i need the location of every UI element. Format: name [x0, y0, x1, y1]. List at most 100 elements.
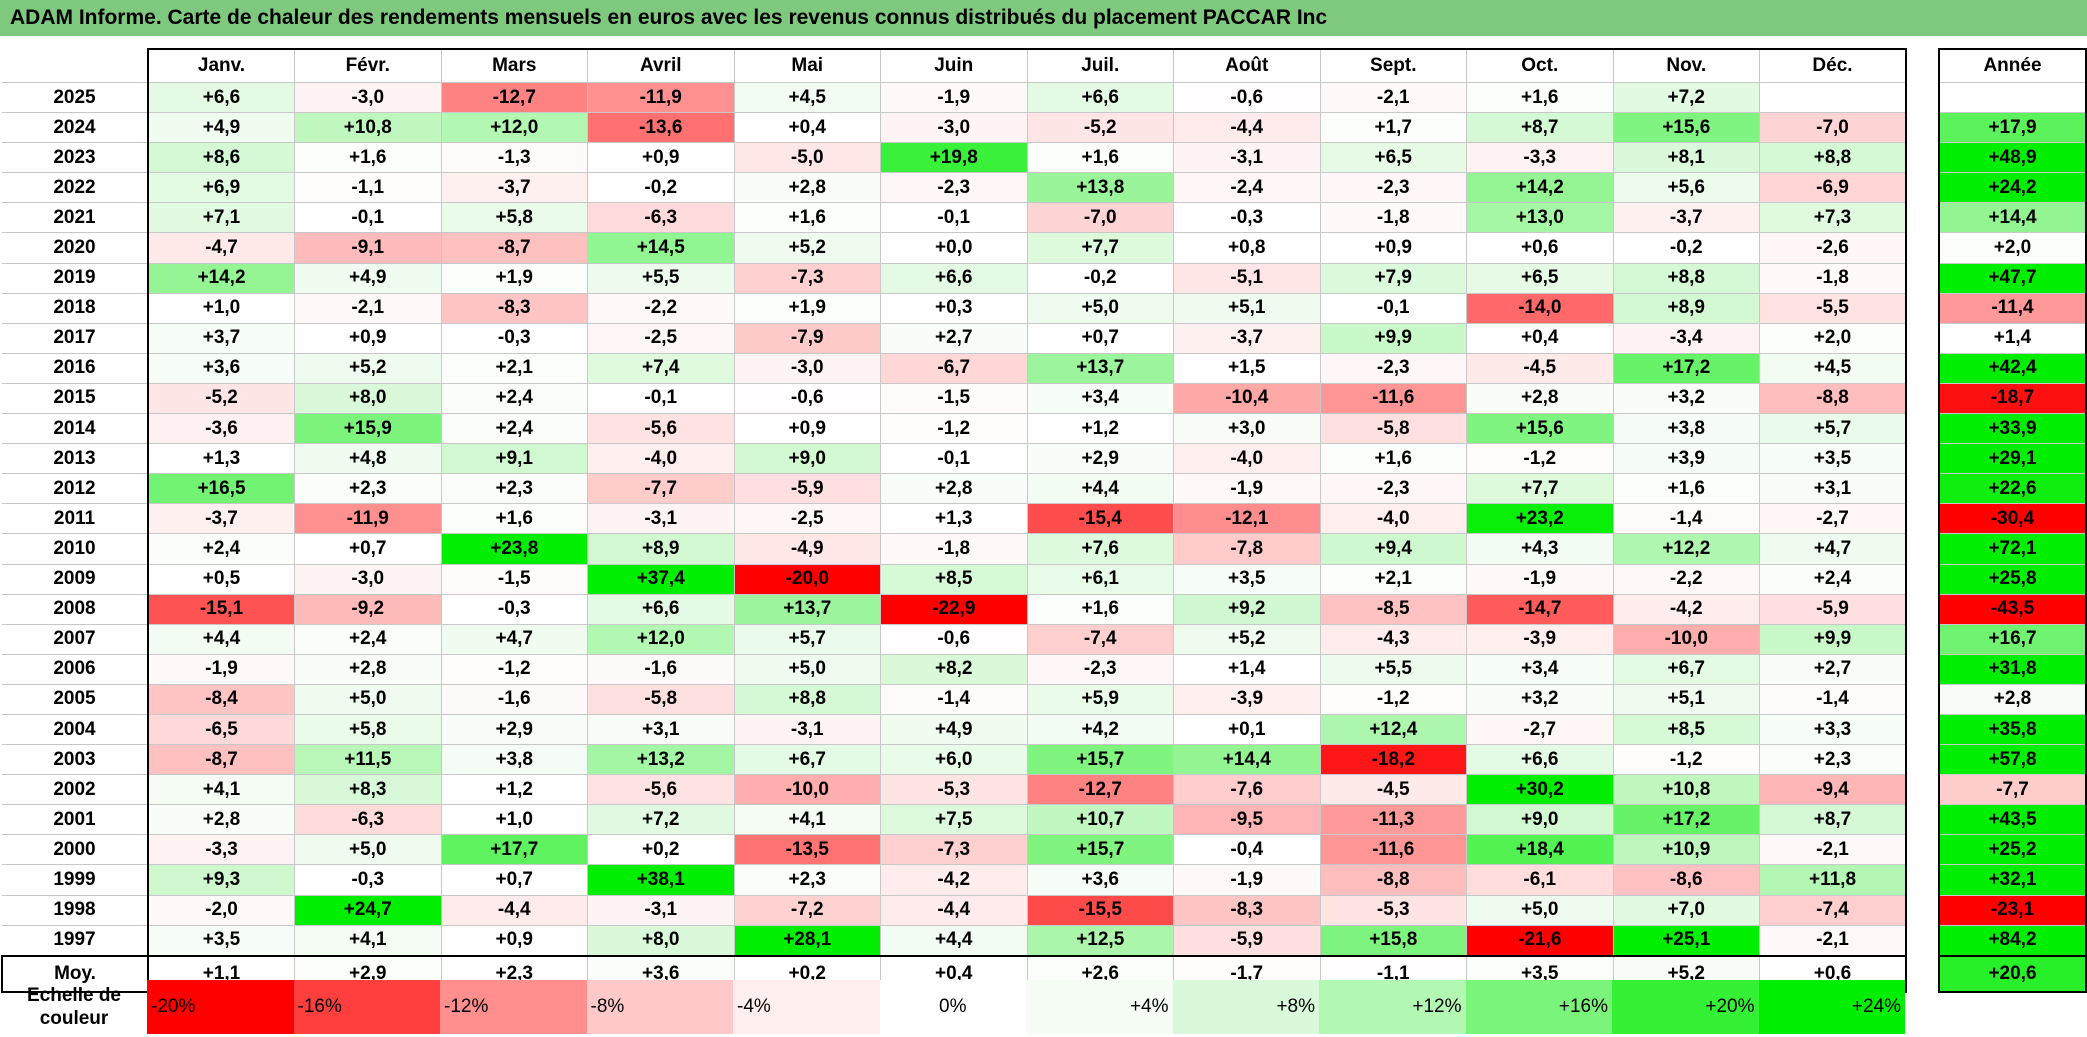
- annual-return-cell: +32,1: [1938, 864, 2087, 896]
- monthly-return-cell: +15,7: [1026, 834, 1174, 866]
- monthly-return-cell: +28,1: [733, 924, 881, 957]
- monthly-return-cell: +4,7: [440, 623, 588, 655]
- monthly-return-cell: +4,1: [147, 774, 295, 806]
- monthly-return-cell: +15,7: [1026, 744, 1174, 776]
- monthly-return-cell: +0,6: [1466, 232, 1614, 264]
- year-label: 1998: [2, 894, 149, 926]
- monthly-return-cell: -1,2: [1612, 744, 1760, 776]
- monthly-return-cell: -1,2: [1466, 443, 1614, 475]
- month-header: Janv.: [147, 48, 295, 83]
- annual-return-cell: +22,6: [1938, 473, 2087, 505]
- monthly-return-cell: +1,6: [1026, 142, 1174, 174]
- monthly-return-cell: +8,9: [587, 533, 735, 565]
- monthly-return-cell: -4,4: [1173, 112, 1321, 144]
- monthly-return-cell: +3,0: [1173, 413, 1321, 445]
- monthly-return-cell: +12,0: [440, 112, 588, 144]
- year-row: 1998 -2,0 +24,7 -4,4 -3,1 -7,2 -4,4 -15,5 -8,3 -5…: [2, 894, 1907, 926]
- monthly-return-cell: +12,4: [1319, 713, 1467, 746]
- monthly-return-cell: -3,1: [733, 713, 881, 746]
- monthly-return-cell: +4,5: [733, 81, 881, 114]
- monthly-return-cell: -7,3: [880, 834, 1028, 866]
- monthly-return-cell: +4,1: [294, 924, 442, 957]
- monthly-return-cell: +37,4: [587, 563, 735, 595]
- year-row: 2010 +2,4 +0,7 +23,8 +8,9 -4,9 -1,8 +7,6 -7,8 +9,…: [2, 533, 1907, 565]
- year-row: 2020 -4,7 -9,1 -8,7 +14,5 +5,2 +0,0 +7,7 +0,8 +0,…: [2, 232, 1907, 264]
- monthly-return-cell: +5,2: [294, 352, 442, 384]
- monthly-return-cell: +7,0: [1612, 894, 1760, 926]
- monthly-return-cell: -14,0: [1466, 292, 1614, 324]
- monthly-return-cell: +5,2: [733, 232, 881, 264]
- monthly-return-cell: +6,6: [880, 262, 1028, 294]
- monthly-return-cell: -7,6: [1173, 774, 1321, 806]
- annual-return-cell: +43,5: [1938, 804, 2087, 836]
- annual-header: Année: [1938, 48, 2087, 83]
- monthly-return-cell: -1,4: [1759, 683, 1907, 715]
- monthly-return-cell: +12,2: [1612, 533, 1760, 565]
- monthly-return-cell: +8,8: [733, 683, 881, 715]
- monthly-return-cell: -11,6: [1319, 382, 1467, 415]
- year-row: 2024 +4,9 +10,8 +12,0 -13,6 +0,4 -3,0 -5,2 -4,4 +…: [2, 112, 1907, 144]
- monthly-return-cell: -7,9: [733, 322, 881, 354]
- monthly-return-cell: +1,6: [1026, 593, 1174, 625]
- monthly-return-cell: +0,9: [587, 142, 735, 174]
- monthly-return-cell: -0,2: [587, 172, 735, 204]
- monthly-return-cell: +6,6: [147, 81, 295, 114]
- monthly-return-cell: -3,0: [294, 563, 442, 595]
- annual-return-cell: +29,1: [1938, 443, 2087, 475]
- monthly-return-cell: +4,1: [733, 804, 881, 836]
- monthly-return-cell: +1,6: [733, 202, 881, 234]
- monthly-return-cell: +1,7: [1319, 112, 1467, 144]
- monthly-return-cell: -21,6: [1466, 924, 1614, 957]
- monthly-return-cell: -18,2: [1319, 744, 1467, 776]
- monthly-return-cell: +9,3: [147, 864, 295, 896]
- monthly-return-cell: +0,4: [1466, 322, 1614, 354]
- month-header: Oct.: [1466, 48, 1614, 83]
- monthly-return-cell: -5,0: [733, 142, 881, 174]
- monthly-return-cell: -1,3: [440, 142, 588, 174]
- monthly-return-cell: -1,9: [1466, 563, 1614, 595]
- monthly-return-cell: -22,9: [880, 593, 1028, 625]
- monthly-return-cell: +1,2: [440, 774, 588, 806]
- year-label: 2020: [2, 232, 149, 264]
- monthly-return-cell: +2,4: [147, 533, 295, 565]
- monthly-return-cell: -4,7: [147, 232, 295, 264]
- monthly-return-cell: -3,7: [1612, 202, 1760, 234]
- monthly-return-cell: -3,4: [1612, 322, 1760, 354]
- monthly-return-cell: +9,1: [440, 443, 588, 475]
- year-label: 2015: [2, 382, 149, 415]
- monthly-return-cell: +0,1: [1173, 713, 1321, 746]
- color-scale-step: +16%: [1465, 980, 1612, 1034]
- monthly-return-cell: -3,9: [1466, 623, 1614, 655]
- year-label: 2016: [2, 352, 149, 384]
- year-label: 2005: [2, 683, 149, 715]
- monthly-return-cell: +12,0: [587, 623, 735, 655]
- monthly-return-cell: +2,0: [1759, 322, 1907, 354]
- monthly-return-cell: -0,2: [1612, 232, 1760, 264]
- monthly-return-cell: +4,7: [1759, 533, 1907, 565]
- monthly-return-cell: +15,6: [1612, 112, 1760, 144]
- monthly-return-cell: +8,6: [147, 142, 295, 174]
- monthly-return-cell: -8,7: [147, 744, 295, 776]
- monthly-return-cell: -4,0: [587, 443, 735, 475]
- monthly-return-cell: +25,1: [1612, 924, 1760, 957]
- annual-return-cell: +16,7: [1938, 623, 2087, 655]
- color-scale-step: +12%: [1319, 980, 1466, 1034]
- month-header: Nov.: [1612, 48, 1760, 83]
- year-label: 2003: [2, 744, 149, 776]
- monthly-return-cell: +15,6: [1466, 413, 1614, 445]
- monthly-return-cell: -10,0: [733, 774, 881, 806]
- monthly-return-cell: -3,1: [587, 503, 735, 535]
- annual-return-cell: -43,5: [1938, 593, 2087, 625]
- monthly-return-cell: +6,6: [1466, 744, 1614, 776]
- monthly-return-cell: +5,6: [1612, 172, 1760, 204]
- month-header: Juil.: [1026, 48, 1174, 83]
- monthly-return-cell: +5,8: [440, 202, 588, 234]
- monthly-return-cell: +5,7: [1759, 413, 1907, 445]
- monthly-return-cell: -4,2: [880, 864, 1028, 896]
- month-header: Août: [1173, 48, 1321, 83]
- average-label: Moy.: [1, 954, 149, 993]
- year-label: 2011: [2, 503, 149, 535]
- monthly-return-cell: +6,7: [733, 744, 881, 776]
- year-row: 2002 +4,1 +8,3 +1,2 -5,6 -10,0 -5,3 -12,7 -7,6 -4…: [2, 774, 1907, 806]
- monthly-return-cell: +3,8: [440, 744, 588, 776]
